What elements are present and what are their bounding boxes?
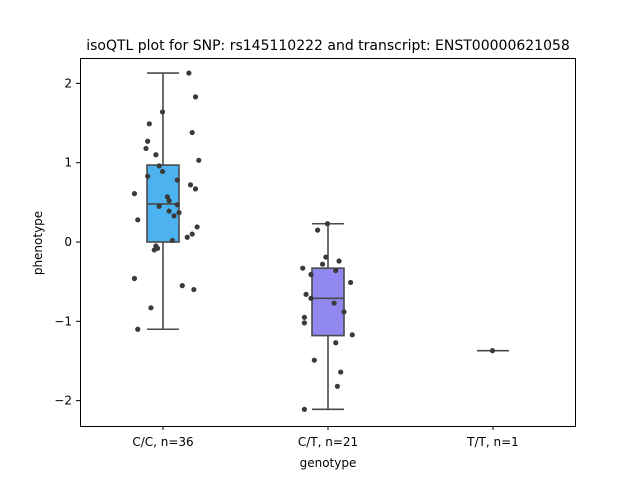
y-tick-label: −1 <box>54 314 72 328</box>
data-point <box>189 231 195 237</box>
data-point <box>489 348 496 354</box>
data-point <box>176 210 182 216</box>
data-point <box>308 295 314 301</box>
x-axis-label: genotype <box>300 456 357 470</box>
y-tick-label: 1 <box>64 156 72 170</box>
data-point <box>143 145 149 152</box>
data-point <box>148 305 154 311</box>
y-tick-label: 0 <box>64 235 72 249</box>
data-point <box>171 213 177 219</box>
data-point <box>334 383 340 389</box>
data-point <box>323 254 329 260</box>
data-point <box>131 275 138 282</box>
data-point <box>324 221 331 227</box>
data-point <box>192 186 199 192</box>
data-point <box>301 320 307 326</box>
data-point <box>164 194 171 200</box>
data-point <box>135 326 141 332</box>
data-point <box>338 369 344 375</box>
data-point <box>194 224 200 230</box>
y-axis: −2 −1 0 1 2 <box>54 76 80 408</box>
data-point <box>196 157 202 163</box>
data-point <box>131 191 138 197</box>
x-tick-label: C/T, n=21 <box>298 435 358 449</box>
data-point <box>153 152 159 158</box>
data-point <box>184 234 190 240</box>
data-point <box>169 237 175 244</box>
data-point <box>348 279 354 286</box>
y-tick-label: 2 <box>64 76 72 90</box>
data-point <box>174 177 180 183</box>
data-layer <box>131 70 509 412</box>
data-point <box>166 198 172 204</box>
data-point <box>308 271 314 278</box>
x-tick-label: C/C, n=36 <box>132 435 193 449</box>
data-point <box>159 168 166 175</box>
data-point <box>300 265 306 271</box>
x-tick-label: T/T, n=1 <box>466 435 519 449</box>
data-point <box>179 283 185 289</box>
data-point <box>151 247 157 253</box>
y-axis-label: phenotype <box>31 211 45 275</box>
data-point <box>333 340 339 346</box>
data-point <box>341 309 347 315</box>
data-point <box>174 202 180 208</box>
data-point <box>145 173 151 179</box>
box-group <box>311 222 345 411</box>
data-point <box>333 267 339 274</box>
box-group <box>146 72 180 331</box>
data-point <box>135 217 141 223</box>
data-point <box>191 286 197 293</box>
data-point <box>156 163 162 169</box>
data-point <box>311 357 317 363</box>
data-point <box>146 121 152 127</box>
data-point <box>145 138 151 144</box>
data-point <box>331 300 337 306</box>
chart-title: isoQTL plot for SNP: rs145110222 and tra… <box>86 38 570 54</box>
data-point <box>187 182 194 188</box>
data-point <box>159 109 166 115</box>
data-point <box>301 314 307 320</box>
data-point <box>189 129 195 136</box>
y-tick-label: −2 <box>54 394 72 408</box>
data-point <box>192 94 199 100</box>
x-axis: C/C, n=36 C/T, n=21 T/T, n=1 <box>132 426 519 449</box>
box-iqr <box>311 267 345 337</box>
data-point <box>315 227 321 233</box>
data-point <box>186 70 192 76</box>
data-point <box>319 261 326 267</box>
data-point <box>303 291 309 297</box>
data-point <box>301 406 307 412</box>
data-point <box>156 203 162 209</box>
data-point <box>336 258 342 264</box>
data-point <box>166 208 172 214</box>
data-point <box>349 332 355 338</box>
